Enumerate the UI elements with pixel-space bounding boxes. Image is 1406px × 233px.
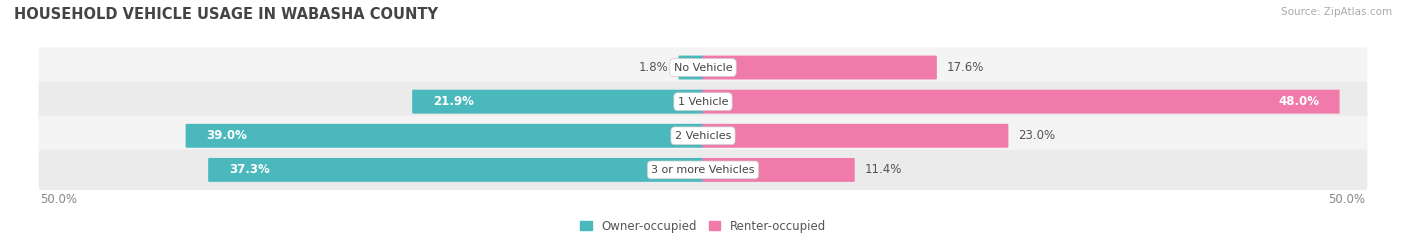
Text: 23.0%: 23.0% <box>1018 129 1056 142</box>
Text: 11.4%: 11.4% <box>865 163 903 176</box>
FancyBboxPatch shape <box>38 47 1368 88</box>
Text: 1 Vehicle: 1 Vehicle <box>678 97 728 107</box>
FancyBboxPatch shape <box>38 150 1368 190</box>
Text: 17.6%: 17.6% <box>946 61 984 74</box>
Text: 2 Vehicles: 2 Vehicles <box>675 131 731 141</box>
Text: 21.9%: 21.9% <box>433 95 474 108</box>
FancyBboxPatch shape <box>38 116 1368 156</box>
FancyBboxPatch shape <box>703 56 936 79</box>
Text: 1.8%: 1.8% <box>638 61 669 74</box>
FancyBboxPatch shape <box>208 158 703 182</box>
Text: 50.0%: 50.0% <box>41 193 77 206</box>
Text: 3 or more Vehicles: 3 or more Vehicles <box>651 165 755 175</box>
FancyBboxPatch shape <box>186 124 703 148</box>
Text: HOUSEHOLD VEHICLE USAGE IN WABASHA COUNTY: HOUSEHOLD VEHICLE USAGE IN WABASHA COUNT… <box>14 7 439 22</box>
FancyBboxPatch shape <box>38 82 1368 122</box>
FancyBboxPatch shape <box>703 124 1008 148</box>
Text: Source: ZipAtlas.com: Source: ZipAtlas.com <box>1281 7 1392 17</box>
Text: No Vehicle: No Vehicle <box>673 62 733 72</box>
Text: 39.0%: 39.0% <box>207 129 247 142</box>
FancyBboxPatch shape <box>679 56 703 79</box>
Text: 50.0%: 50.0% <box>1329 193 1365 206</box>
FancyBboxPatch shape <box>703 90 1340 114</box>
Text: 37.3%: 37.3% <box>229 163 270 176</box>
Text: 48.0%: 48.0% <box>1278 95 1319 108</box>
Legend: Owner-occupied, Renter-occupied: Owner-occupied, Renter-occupied <box>575 215 831 233</box>
FancyBboxPatch shape <box>703 158 855 182</box>
FancyBboxPatch shape <box>412 90 703 114</box>
